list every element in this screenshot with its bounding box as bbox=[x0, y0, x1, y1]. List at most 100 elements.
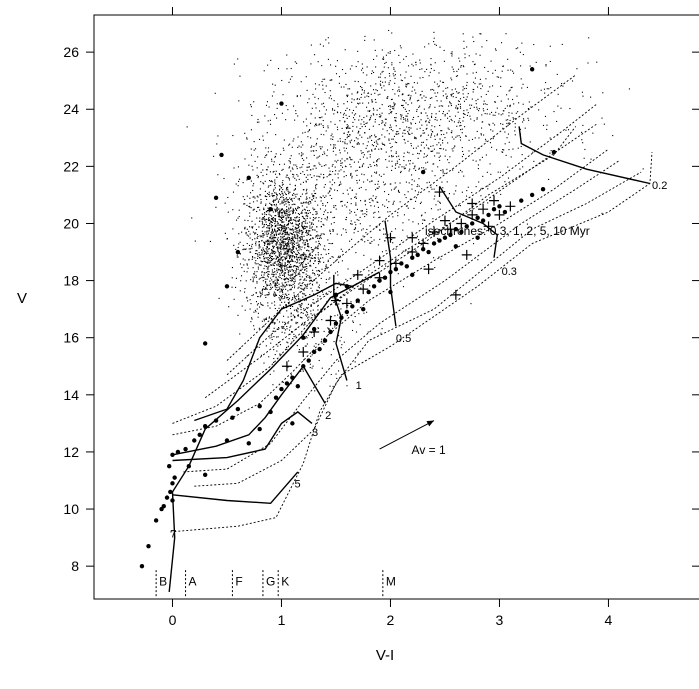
field-star bbox=[281, 227, 283, 229]
field-star bbox=[314, 125, 316, 127]
field-star bbox=[514, 126, 516, 128]
field-star bbox=[583, 157, 585, 159]
field-star bbox=[301, 254, 303, 256]
field-star bbox=[275, 234, 277, 236]
field-star bbox=[266, 288, 268, 290]
field-star bbox=[512, 72, 515, 74]
field-star bbox=[256, 308, 258, 310]
field-star bbox=[274, 271, 276, 273]
member-star-dot bbox=[486, 212, 491, 218]
field-star bbox=[279, 203, 281, 205]
field-star bbox=[284, 229, 286, 231]
field-star bbox=[376, 55, 378, 57]
field-star bbox=[276, 207, 278, 209]
field-star bbox=[325, 292, 327, 294]
field-star bbox=[292, 194, 294, 196]
field-star bbox=[280, 252, 282, 254]
field-star bbox=[366, 122, 368, 124]
field-star bbox=[409, 163, 411, 165]
field-star bbox=[425, 112, 427, 114]
field-star bbox=[312, 269, 314, 271]
field-star bbox=[269, 222, 271, 224]
field-star bbox=[259, 292, 261, 294]
field-star bbox=[294, 194, 296, 196]
field-star bbox=[296, 345, 298, 347]
field-star bbox=[274, 219, 276, 221]
field-star bbox=[508, 122, 510, 124]
field-star bbox=[322, 223, 324, 225]
field-star bbox=[375, 89, 377, 91]
field-star bbox=[269, 219, 271, 221]
field-star bbox=[344, 165, 347, 167]
field-star bbox=[288, 329, 291, 331]
field-star bbox=[329, 170, 331, 172]
field-star bbox=[377, 143, 379, 145]
field-star bbox=[301, 224, 303, 226]
field-star bbox=[405, 115, 407, 117]
field-star bbox=[401, 80, 403, 82]
field-star bbox=[277, 223, 279, 225]
field-star bbox=[298, 178, 300, 180]
field-star bbox=[307, 136, 309, 138]
field-star bbox=[445, 149, 447, 151]
field-star bbox=[282, 381, 284, 383]
field-star bbox=[249, 226, 251, 228]
field-star bbox=[300, 183, 302, 185]
field-star bbox=[349, 212, 351, 214]
field-star bbox=[291, 243, 293, 245]
field-star bbox=[360, 123, 362, 125]
field-star bbox=[395, 164, 397, 166]
field-star bbox=[302, 226, 304, 228]
field-star bbox=[408, 126, 410, 129]
field-star bbox=[274, 236, 276, 238]
field-star bbox=[446, 112, 448, 114]
field-star bbox=[284, 262, 286, 264]
field-star bbox=[309, 122, 312, 124]
field-star bbox=[379, 83, 381, 85]
field-star bbox=[400, 170, 402, 172]
field-star bbox=[337, 112, 339, 114]
field-star bbox=[561, 43, 563, 45]
field-star bbox=[214, 92, 216, 94]
field-star bbox=[343, 103, 345, 105]
field-star bbox=[305, 258, 307, 260]
field-star bbox=[510, 87, 512, 89]
field-star bbox=[270, 231, 272, 233]
field-star bbox=[346, 94, 348, 96]
field-star bbox=[313, 54, 316, 56]
field-star bbox=[322, 293, 324, 296]
field-star bbox=[448, 128, 450, 130]
field-star bbox=[370, 180, 372, 182]
field-star bbox=[406, 235, 408, 237]
field-star bbox=[279, 188, 281, 190]
field-star bbox=[313, 249, 315, 251]
field-star bbox=[304, 259, 306, 261]
field-star bbox=[317, 61, 319, 63]
field-star bbox=[325, 265, 327, 267]
field-star bbox=[293, 315, 296, 317]
field-star bbox=[294, 261, 296, 263]
field-star bbox=[273, 301, 276, 303]
field-star bbox=[425, 96, 427, 98]
field-star bbox=[332, 385, 334, 387]
field-star bbox=[328, 174, 330, 176]
field-star bbox=[258, 121, 260, 123]
field-star bbox=[296, 230, 298, 232]
field-star bbox=[232, 191, 235, 193]
field-star bbox=[332, 150, 334, 152]
field-star bbox=[521, 121, 524, 123]
field-star bbox=[340, 234, 343, 236]
field-star bbox=[410, 142, 412, 145]
field-star bbox=[297, 307, 299, 309]
field-star bbox=[432, 150, 434, 152]
field-star bbox=[411, 63, 413, 65]
field-star bbox=[350, 220, 352, 222]
field-star bbox=[281, 282, 283, 284]
field-star bbox=[341, 314, 343, 316]
field-star bbox=[409, 133, 411, 135]
field-star bbox=[361, 87, 363, 89]
field-star bbox=[328, 328, 330, 330]
field-star bbox=[281, 169, 283, 171]
field-star bbox=[480, 83, 482, 85]
